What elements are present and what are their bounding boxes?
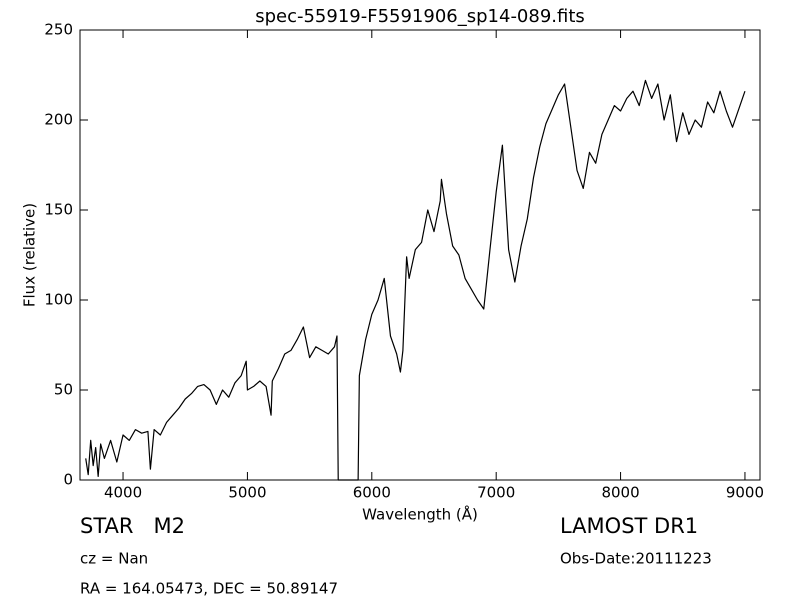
- y-tick-label: 100: [44, 291, 73, 309]
- object-class: STAR M2: [80, 514, 185, 538]
- chart-title: spec-55919-F5591906_sp14-089.fits: [255, 6, 585, 27]
- y-tick-label: 200: [44, 111, 73, 129]
- y-tick-label: 50: [54, 381, 73, 399]
- x-axis-label: Wavelength (Å): [362, 505, 478, 524]
- survey: LAMOST DR1: [560, 514, 698, 538]
- x-tick-label: 6000: [353, 484, 391, 502]
- y-tick-label: 0: [63, 471, 73, 489]
- redshift: cz = Nan: [80, 550, 148, 568]
- coordinates: RA = 164.05473, DEC = 50.89147: [80, 580, 338, 598]
- x-tick-label: 8000: [601, 484, 639, 502]
- x-tick-label: 4000: [104, 484, 142, 502]
- x-tick-label: 7000: [477, 484, 515, 502]
- plot-frame: [79, 29, 761, 481]
- x-tick-label: 9000: [726, 484, 764, 502]
- x-tick-label: 5000: [228, 484, 266, 502]
- y-tick-label: 250: [44, 21, 73, 39]
- y-tick-label: 150: [44, 201, 73, 219]
- spectrum-line: [85, 79, 746, 481]
- obs-date: Obs-Date:20111223: [560, 550, 712, 568]
- y-axis-label: Flux (relative): [21, 203, 39, 307]
